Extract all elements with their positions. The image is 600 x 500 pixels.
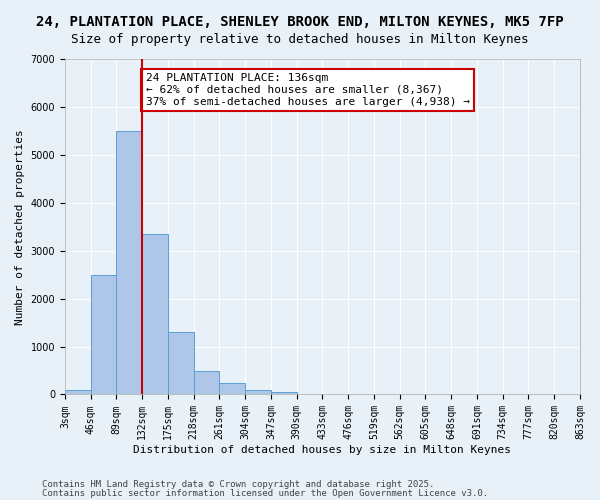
Bar [142, 234, 168, 394]
Bar [116, 131, 142, 394]
Text: 24, PLANTATION PLACE, SHENLEY BROOK END, MILTON KEYNES, MK5 7FP: 24, PLANTATION PLACE, SHENLEY BROOK END,… [36, 15, 564, 29]
X-axis label: Distribution of detached houses by size in Milton Keynes: Distribution of detached houses by size … [133, 445, 511, 455]
Bar [271, 392, 296, 394]
Text: 24 PLANTATION PLACE: 136sqm
← 62% of detached houses are smaller (8,367)
37% of : 24 PLANTATION PLACE: 136sqm ← 62% of det… [146, 74, 470, 106]
Bar [91, 274, 116, 394]
Bar [245, 390, 271, 394]
Y-axis label: Number of detached properties: Number of detached properties [15, 129, 25, 324]
Bar [220, 384, 245, 394]
Text: Contains HM Land Registry data © Crown copyright and database right 2025.: Contains HM Land Registry data © Crown c… [42, 480, 434, 489]
Bar [194, 372, 220, 394]
Text: Contains public sector information licensed under the Open Government Licence v3: Contains public sector information licen… [42, 488, 488, 498]
Bar [168, 332, 194, 394]
Text: Size of property relative to detached houses in Milton Keynes: Size of property relative to detached ho… [71, 32, 529, 46]
Bar [65, 390, 91, 394]
